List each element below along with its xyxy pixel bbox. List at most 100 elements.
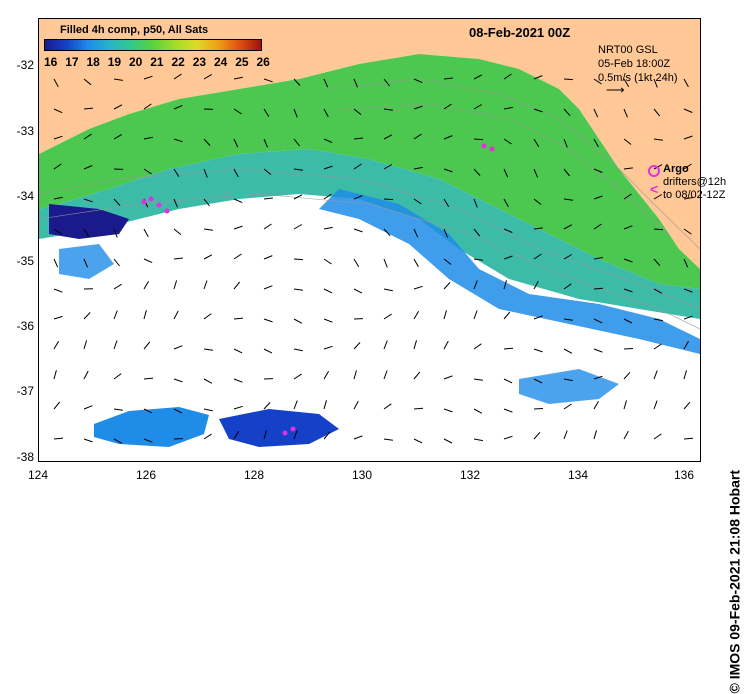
argo-float-1: [142, 200, 147, 205]
current-arrow: [54, 341, 59, 349]
current-arrow: [234, 379, 242, 382]
x-label: 124: [18, 468, 58, 482]
current-arrow: [204, 349, 213, 350]
current-arrow: [114, 409, 123, 410]
cb-tick: 22: [172, 55, 185, 69]
current-arrow: [444, 341, 448, 349]
y-label: -36: [2, 319, 34, 333]
current-arrow: [354, 342, 360, 349]
argo-line3: to 08/02-12Z: [663, 189, 725, 201]
current-arrow: [354, 259, 359, 267]
western-patch: [59, 244, 114, 279]
current-arrow: [534, 349, 543, 352]
argo-float-5: [482, 144, 487, 149]
current-arrow: [444, 282, 450, 289]
y-label: -34: [2, 189, 34, 203]
current-arrow: [84, 406, 92, 409]
cb-tick: 16: [44, 55, 57, 69]
current-arrow: [414, 408, 423, 409]
current-arrow: [414, 372, 420, 379]
x-label: 130: [342, 468, 382, 482]
current-arrow: [504, 312, 510, 319]
current-arrow: [654, 344, 662, 349]
current-arrow: [474, 379, 483, 380]
current-arrow: [444, 409, 453, 412]
current-arrow: [474, 409, 482, 413]
current-arrow: [354, 229, 363, 232]
argo-marker-icon: [648, 165, 660, 177]
current-arrow: [444, 310, 447, 319]
current-arrow: [684, 370, 687, 379]
current-arrow: [144, 342, 150, 349]
current-arrow: [354, 436, 362, 439]
cb-tick: 20: [129, 55, 142, 69]
sst-map: [39, 19, 700, 461]
current-arrow: [354, 370, 357, 379]
current-arrow: [414, 311, 419, 319]
current-arrow: [324, 371, 329, 379]
current-arrow: [264, 319, 273, 322]
current-arrow: [174, 379, 183, 382]
current-arrow: [384, 259, 387, 267]
current-arrow: [264, 256, 272, 259]
current-arrow: [294, 289, 303, 290]
current-arrow: [234, 318, 243, 319]
argo-float-4: [165, 209, 170, 214]
current-arrow: [384, 289, 393, 291]
current-arrow: [354, 289, 362, 293]
current-arrow: [414, 439, 422, 443]
current-arrow: [264, 224, 272, 229]
current-arrow: [144, 378, 153, 379]
current-arrow: [264, 198, 273, 199]
map-area[interactable]: [38, 18, 701, 462]
current-arrow: [294, 225, 302, 230]
current-arrow: [504, 348, 513, 349]
argo-label: Argo: [663, 163, 689, 175]
current-arrow: [264, 286, 272, 289]
sst-colorbar: [44, 39, 262, 51]
cb-tick: 25: [235, 55, 248, 69]
current-info-line2: 05-Feb 18:00Z: [598, 58, 670, 70]
current-arrow: [144, 259, 152, 263]
current-arrow: [654, 434, 661, 439]
current-arrow: [84, 313, 90, 320]
current-arrow: [54, 370, 56, 379]
current-arrow: [324, 319, 332, 322]
current-arrow: [54, 402, 60, 409]
scale-arrow-icon: ⟶: [606, 82, 625, 98]
x-label: 128: [234, 468, 274, 482]
current-arrow: [294, 401, 297, 409]
current-arrow: [234, 349, 242, 353]
current-arrow: [324, 289, 332, 293]
current-info-line1: NRT00 GSL: [598, 44, 658, 56]
current-arrow: [234, 226, 243, 229]
current-arrow: [564, 431, 567, 439]
current-arrow: [294, 195, 302, 199]
southern-patch-3: [519, 369, 619, 404]
current-arrow: [324, 346, 333, 349]
current-arrow: [594, 430, 597, 439]
current-arrow: [624, 349, 633, 350]
current-arrow: [174, 311, 178, 319]
current-arrow: [114, 341, 117, 350]
current-arrow: [624, 372, 630, 379]
current-arrow: [504, 379, 512, 383]
x-label: 126: [126, 468, 166, 482]
current-arrow: [294, 374, 302, 379]
current-arrow: [384, 371, 387, 380]
current-arrow: [474, 139, 483, 140]
cb-tick: 18: [87, 55, 100, 69]
cb-tick: 24: [214, 55, 227, 69]
current-arrow: [414, 286, 423, 289]
current-arrow: [444, 439, 452, 443]
x-label: 136: [664, 468, 704, 482]
current-arrow: [234, 406, 243, 409]
current-arrow: [624, 400, 627, 409]
southern-patch-2: [219, 409, 339, 447]
current-arrow: [474, 311, 477, 320]
current-arrow: [204, 255, 212, 259]
y-label: -32: [2, 58, 34, 72]
y-label: -33: [2, 124, 34, 138]
current-arrow: [594, 349, 602, 352]
cb-tick: 17: [65, 55, 78, 69]
